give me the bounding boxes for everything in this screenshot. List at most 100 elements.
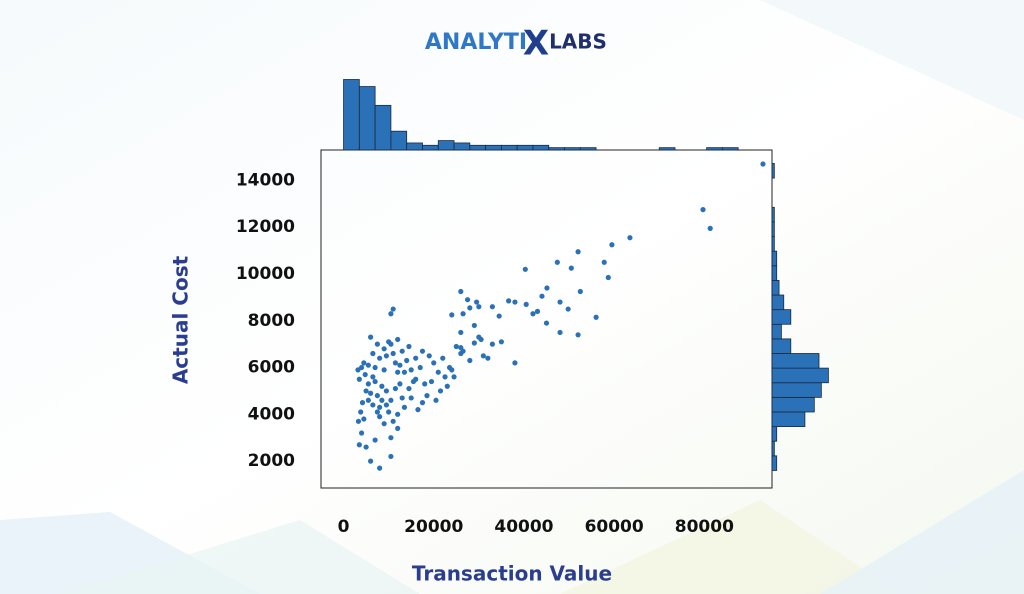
scatter-point	[534, 308, 541, 314]
histogram-bar	[771, 221, 775, 237]
x-tick-label: 40000	[494, 517, 553, 537]
scatter-point	[435, 369, 441, 375]
scatter-point	[392, 360, 399, 366]
histogram-bar	[771, 265, 778, 281]
scatter-point	[523, 301, 529, 307]
scatter-point	[359, 400, 366, 406]
scatter-point	[377, 404, 383, 410]
scatter-point	[707, 225, 713, 231]
scatter-point	[449, 367, 455, 373]
histogram-bar	[453, 142, 471, 151]
scatter-point	[554, 259, 560, 265]
scatter-point	[575, 249, 581, 255]
scatter-point	[700, 207, 706, 213]
histogram-bar	[771, 455, 778, 471]
decor	[820, 470, 1024, 594]
scatter-point	[471, 340, 477, 346]
scatter-point	[415, 407, 421, 413]
scatter-point	[449, 312, 455, 318]
scatter-point	[464, 297, 471, 303]
scatter-point	[399, 348, 405, 354]
scatter-point	[399, 395, 405, 401]
scatter-point	[480, 353, 486, 359]
scatter-point	[489, 341, 495, 347]
scatter-point	[388, 435, 394, 441]
histogram-bar	[564, 147, 581, 151]
scatter-point	[356, 442, 362, 448]
y-tick-label: 12000	[236, 217, 295, 237]
scatter-point	[372, 437, 378, 443]
logo: ANALYTI X LABS	[425, 24, 607, 64]
scatter-point	[358, 364, 365, 371]
histogram-bar	[422, 144, 439, 151]
scatter-point	[355, 418, 362, 424]
x-tick-label: 20000	[404, 517, 463, 537]
y-tick-label: 6000	[248, 358, 295, 378]
scatter-point	[431, 360, 437, 366]
histogram-bar	[532, 144, 550, 151]
histogram-bar	[771, 367, 829, 384]
histogram-bar	[390, 130, 408, 151]
histogram-bar	[469, 144, 487, 151]
scatter-point	[381, 367, 387, 373]
histogram-bar	[771, 353, 820, 369]
histogram-bar	[500, 144, 518, 151]
scatter-point	[361, 416, 367, 422]
scatter-point	[363, 444, 369, 450]
scatter-point	[512, 299, 518, 305]
scatter-point	[498, 339, 504, 345]
scatter-point	[372, 378, 378, 385]
scatter-point	[565, 306, 571, 312]
scatter-point	[413, 355, 419, 361]
scatter-point	[476, 334, 482, 340]
histogram-bar	[771, 294, 785, 311]
scatter-point	[593, 314, 599, 320]
decor	[60, 520, 420, 594]
scatter-point	[368, 334, 374, 340]
scatter-point	[458, 329, 464, 336]
scatter-point	[358, 430, 365, 436]
scatter-point	[381, 421, 387, 427]
histogram-bar	[343, 79, 360, 151]
scatter-point	[377, 414, 383, 420]
histogram-bar	[516, 144, 534, 151]
scatter-point	[377, 465, 383, 471]
histogram-bar	[406, 142, 423, 151]
scatter-point	[473, 299, 480, 305]
scatter-point	[568, 265, 574, 271]
scatter-point	[395, 336, 401, 343]
scatter-point	[437, 388, 444, 394]
scatter-point	[363, 388, 369, 394]
histogram-bar	[771, 280, 780, 296]
logo-mark: X	[523, 24, 549, 64]
histogram-bar	[771, 250, 778, 267]
scatter-point	[419, 348, 426, 354]
scatter-point	[383, 402, 389, 408]
scatter-point	[601, 259, 607, 265]
scatter-point	[512, 360, 518, 366]
scatter-point	[442, 374, 448, 380]
scatter-point	[388, 341, 394, 347]
x-axis-title: Transaction Value	[412, 562, 612, 586]
scatter-point	[395, 411, 401, 417]
scatter-point	[408, 367, 414, 373]
histogram-bar	[771, 236, 775, 252]
histogram-bar	[358, 86, 376, 151]
scatter-point	[370, 374, 376, 380]
scatter-point	[374, 393, 380, 399]
x-tick-label: 0	[338, 517, 350, 537]
scatter-point	[370, 350, 376, 357]
scatter-point	[557, 329, 563, 336]
scatter-point	[388, 311, 394, 317]
scatter-point	[530, 311, 536, 317]
histogram-bar	[771, 426, 778, 442]
histogram-bar	[771, 396, 815, 413]
scatter-point	[395, 369, 401, 375]
logo-right: LABS	[549, 30, 607, 54]
histogram-bar	[771, 440, 775, 457]
scatter-point	[544, 285, 550, 291]
scatter-point	[408, 395, 414, 401]
scatter-point	[374, 409, 380, 415]
scatter-point	[377, 355, 383, 361]
